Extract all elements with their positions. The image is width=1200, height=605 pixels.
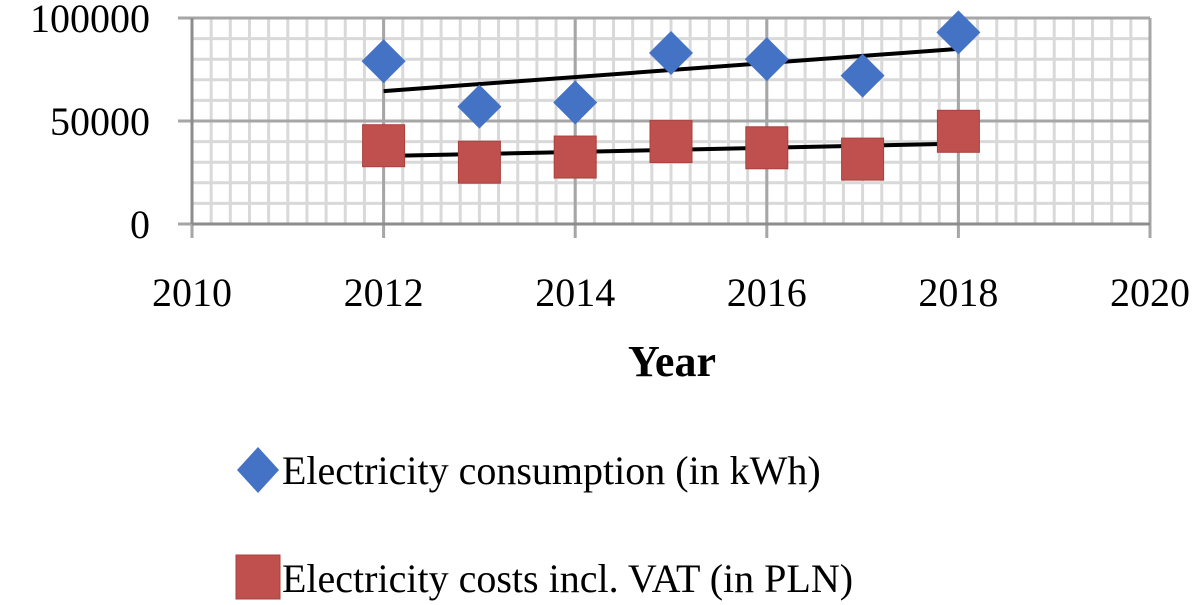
point-costs-2018: [936, 109, 980, 153]
point-consumption-2014: [553, 80, 598, 125]
data-markers: [361, 10, 981, 184]
point-consumption-2015: [649, 31, 693, 76]
legend-label-consumption: Electricity consumption (in kWh): [282, 448, 821, 493]
point-costs-2013: [457, 140, 501, 184]
y-tick-label: 0: [130, 202, 150, 247]
legend-item-consumption: Electricity consumption (in kWh): [237, 447, 821, 493]
x-axis-label: Year: [628, 337, 716, 386]
point-consumption-2012: [361, 39, 406, 84]
point-costs-2017: [841, 137, 885, 181]
point-costs-2015: [649, 120, 693, 164]
point-consumption-2017: [840, 53, 885, 98]
x-tick-label: 2020: [1110, 270, 1190, 315]
point-costs-2012: [362, 124, 406, 168]
y-tick-label: 50000: [50, 99, 150, 144]
legend-label-costs: Electricity costs incl. VAT (in PLN): [282, 556, 853, 601]
tick-labels: 0 50000 100000 2010 2012 2014 2016 2018 2020: [30, 0, 1190, 315]
legend-diamond-icon: [237, 447, 279, 493]
point-consumption-2018: [936, 10, 981, 55]
x-tick-label: 2012: [344, 270, 424, 315]
legend: Electricity consumption (in kWh) Electri…: [235, 447, 853, 601]
point-consumption-2016: [744, 37, 789, 82]
y-tick-label: 100000: [30, 0, 150, 41]
legend-item-costs: Electricity costs incl. VAT (in PLN): [235, 554, 853, 601]
point-consumption-2013: [457, 84, 502, 129]
x-tick-label: 2014: [535, 270, 615, 315]
axes: [190, 18, 1150, 226]
legend-square-icon: [235, 554, 281, 600]
x-tick-label: 2016: [727, 270, 807, 315]
point-costs-2016: [745, 126, 789, 170]
point-costs-2014: [553, 135, 597, 179]
x-tick-label: 2010: [152, 270, 232, 315]
x-tick-label: 2018: [918, 270, 998, 315]
